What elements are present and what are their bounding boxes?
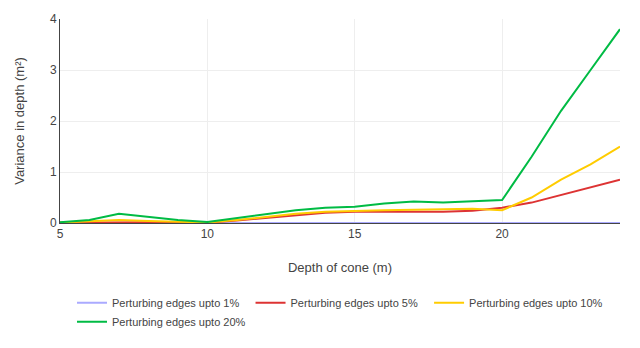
svg-text:4: 4	[50, 12, 57, 26]
svg-text:Perturbing edges upto 10%: Perturbing edges upto 10%	[469, 297, 603, 309]
svg-text:2: 2	[50, 114, 57, 128]
svg-text:10: 10	[201, 227, 215, 241]
svg-text:1: 1	[50, 165, 57, 179]
svg-text:3: 3	[50, 63, 57, 77]
svg-text:Perturbing edges upto 5%: Perturbing edges upto 5%	[291, 297, 418, 309]
svg-text:Perturbing edges upto 20%: Perturbing edges upto 20%	[112, 316, 246, 328]
svg-text:Variance in depth (m²): Variance in depth (m²)	[12, 57, 27, 185]
svg-text:Perturbing edges upto 1%: Perturbing edges upto 1%	[112, 297, 239, 309]
svg-text:20: 20	[495, 227, 509, 241]
svg-text:0: 0	[50, 216, 57, 230]
svg-text:Depth of cone (m): Depth of cone (m)	[288, 260, 392, 275]
svg-text:15: 15	[348, 227, 362, 241]
svg-text:5: 5	[57, 227, 64, 241]
